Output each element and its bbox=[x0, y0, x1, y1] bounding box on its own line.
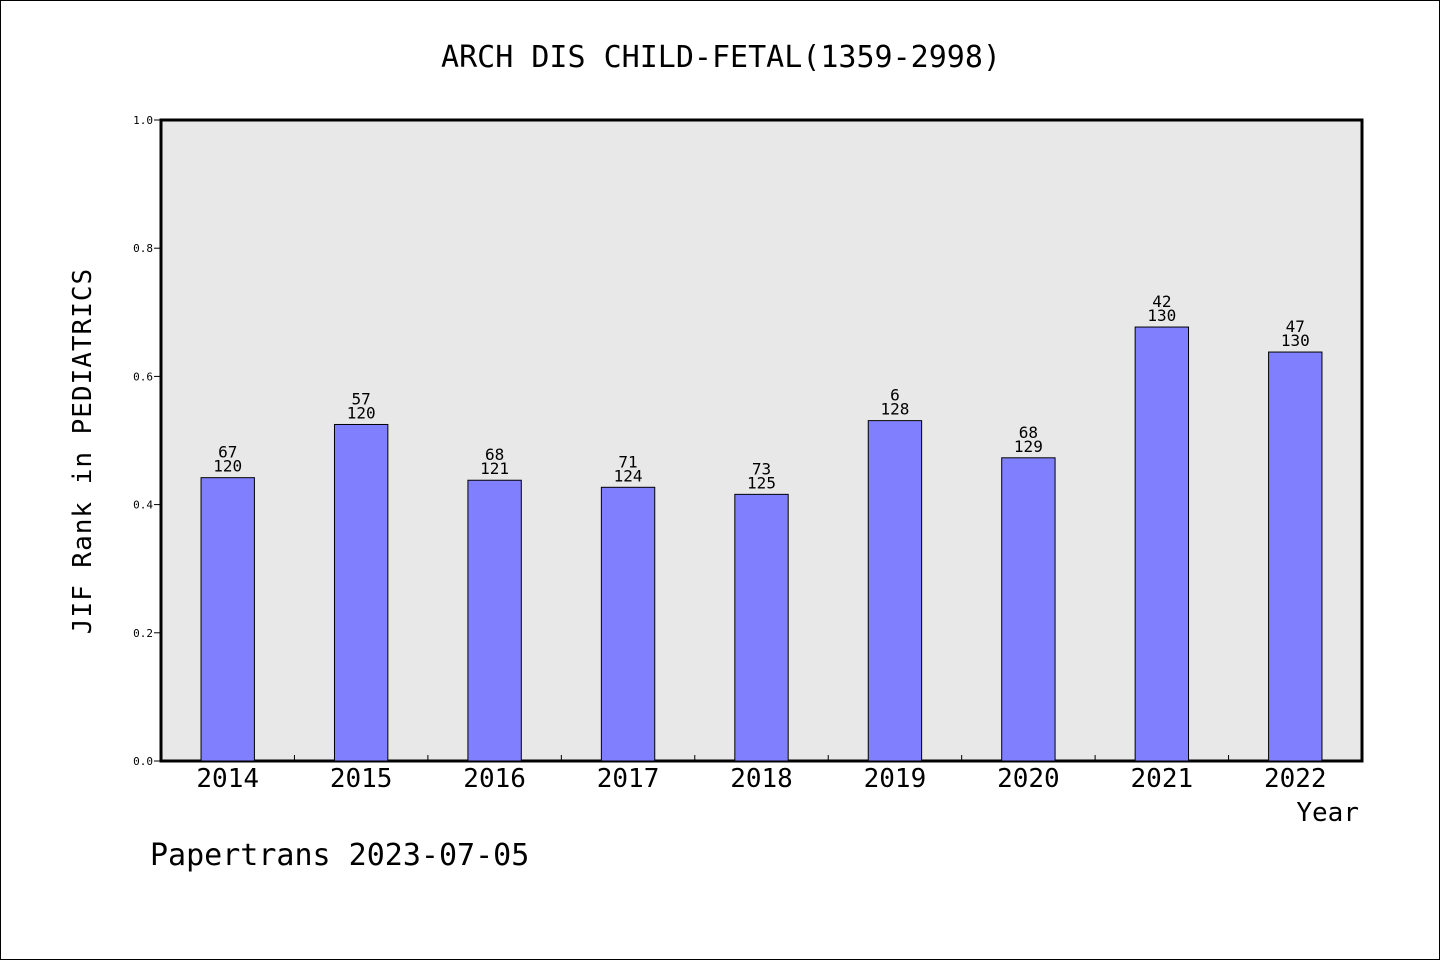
bar-rank-label: 73 bbox=[752, 459, 771, 478]
bar-total-label: 130 bbox=[1281, 331, 1310, 350]
y-axis-ticks: 0.0 0.2 0.4 0.6 0.8 1.0 bbox=[133, 114, 161, 768]
y-tick-label: 0.8 bbox=[133, 242, 153, 255]
x-tick-label: 2017 bbox=[597, 764, 660, 794]
bar-total-label: 125 bbox=[747, 473, 776, 492]
bar-2016 bbox=[467, 479, 522, 762]
y-axis-label: JIF Rank in PEDIATRICS bbox=[68, 268, 98, 634]
bar-2017 bbox=[600, 486, 656, 762]
footer-stamp: Papertrans 2023-07-05 bbox=[150, 838, 529, 873]
bar-rank-label: 47 bbox=[1286, 317, 1305, 336]
x-tick-label: 2019 bbox=[864, 764, 927, 794]
bar-rank-label: 67 bbox=[218, 443, 237, 462]
bar-2014 bbox=[200, 477, 255, 762]
bar-2019 bbox=[867, 420, 923, 762]
x-tick-label: 2015 bbox=[330, 764, 393, 794]
x-tick-label: 2016 bbox=[463, 764, 526, 794]
x-tick-label: 2022 bbox=[1264, 764, 1327, 794]
y-tick-label: 1.0 bbox=[133, 114, 153, 127]
bar-2021 bbox=[1134, 326, 1190, 762]
bar-2022 bbox=[1268, 351, 1323, 762]
bar-rank-label: 57 bbox=[352, 389, 371, 408]
bar-rank-label: 6 bbox=[890, 386, 900, 405]
y-tick-label: 0.4 bbox=[133, 499, 153, 512]
bar-total-label: 120 bbox=[347, 403, 376, 422]
bar-total-label: 128 bbox=[880, 400, 909, 419]
bar-total-label: 121 bbox=[480, 459, 509, 478]
bar-rank-label: 68 bbox=[1019, 423, 1038, 442]
bar-total-label: 130 bbox=[1147, 306, 1176, 325]
chart-title: ARCH DIS CHILD-FETAL(1359-2998) bbox=[441, 40, 1001, 75]
x-tick-label: 2014 bbox=[196, 764, 259, 794]
x-tick-label: 2018 bbox=[730, 764, 793, 794]
y-tick-label: 0.6 bbox=[133, 370, 153, 383]
bar-total-label: 120 bbox=[213, 457, 242, 476]
x-axis-ticks: 2014 2015 2016 2017 2018 2019 2020 2021 2022 bbox=[196, 755, 1327, 794]
bar-2020 bbox=[1001, 457, 1056, 762]
x-tick-label: 2021 bbox=[1131, 764, 1194, 794]
x-axis-label: Year bbox=[1296, 798, 1359, 828]
x-tick-label: 2020 bbox=[997, 764, 1060, 794]
y-tick-label: 0.0 bbox=[133, 755, 153, 768]
bar-rank-label: 42 bbox=[1152, 292, 1171, 311]
bar-2015 bbox=[333, 423, 389, 762]
bar-total-label: 129 bbox=[1014, 437, 1043, 456]
y-tick-label: 0.2 bbox=[133, 627, 153, 640]
bar-total-label: 124 bbox=[614, 466, 643, 485]
bar-rank-label: 68 bbox=[485, 445, 504, 464]
bar-rank-label: 71 bbox=[618, 452, 637, 471]
bar-2018 bbox=[734, 493, 789, 762]
